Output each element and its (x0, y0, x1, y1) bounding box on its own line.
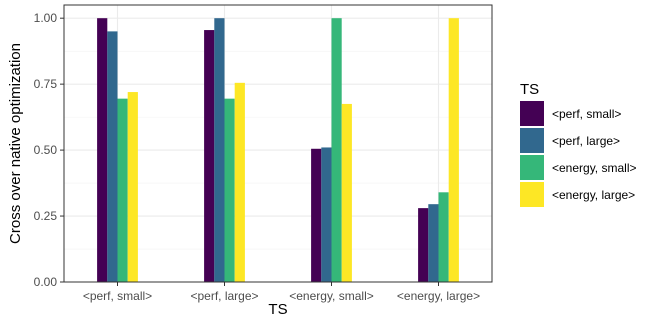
x-tick-label: <energy, small> (289, 289, 374, 303)
bars (97, 18, 459, 283)
bar (428, 204, 439, 282)
bar (234, 82, 245, 282)
legend-label: <energy, large> (552, 188, 635, 202)
legend-title: TS (520, 81, 539, 98)
y-axis-title: Cross over native optimization (7, 43, 24, 244)
y-tick-label: 0.50 (34, 143, 58, 157)
legend-swatch (520, 128, 544, 153)
y-tick-label: 1.00 (34, 11, 58, 25)
y-tick-label: 0.00 (34, 275, 58, 289)
bar (107, 31, 118, 283)
bar (321, 147, 332, 282)
legend-label: <perf, small> (552, 107, 621, 121)
legend-swatch (520, 182, 544, 207)
x-tick-label: <perf, small> (83, 289, 152, 303)
y-axis: 0.00 0.25 0.50 0.75 1.00 (34, 11, 64, 289)
y-tick-label: 0.25 (34, 209, 58, 223)
x-tick-label: <energy, large> (397, 289, 480, 303)
bar (214, 18, 225, 282)
bar (224, 98, 235, 283)
bar (311, 148, 322, 282)
legend-label: <perf, large> (552, 134, 620, 148)
bar (438, 192, 449, 282)
legend: TS <perf, small> <perf, large> <energy, sm… (520, 81, 637, 207)
bar (97, 18, 108, 282)
x-axis-title: TS (268, 301, 287, 318)
bar (127, 92, 138, 282)
bar (418, 208, 429, 282)
bar (204, 30, 215, 282)
bar (341, 103, 352, 282)
legend-swatch (520, 155, 544, 180)
y-tick-label: 0.75 (34, 77, 58, 91)
x-tick-label: <perf, large> (190, 289, 258, 303)
panel-border (63, 4, 493, 283)
x-axis: <perf, small> <perf, large> <energy, small… (83, 282, 480, 303)
bar (448, 18, 459, 282)
bar (331, 18, 342, 282)
bar (117, 98, 128, 283)
legend-label: <energy, small> (552, 161, 637, 175)
legend-swatch (520, 101, 544, 126)
